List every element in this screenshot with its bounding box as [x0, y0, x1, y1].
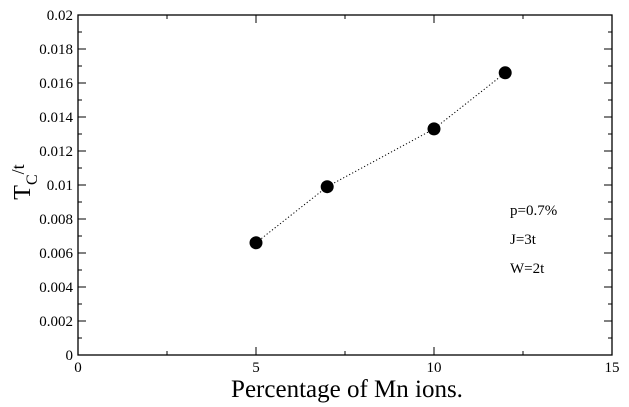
annotation-text: J=3t: [510, 232, 537, 248]
y-tick-label: 0.02: [47, 8, 73, 24]
y-axis-label: TC/t: [8, 164, 41, 199]
data-series: [249, 66, 512, 250]
y-tick-label: 0.004: [39, 280, 73, 296]
y-tick-label: 0: [66, 348, 74, 364]
series-line: [255, 72, 506, 244]
annotations: p=0.7% J=3t W=2t: [510, 203, 557, 277]
y-tick-label: 0.002: [39, 314, 73, 330]
x-tick-label: 15: [605, 360, 620, 376]
y-tick-label: 0.006: [39, 246, 73, 262]
y-tick-label: 0.01: [47, 178, 73, 194]
y-tick-label: 0.008: [39, 212, 73, 228]
svg-text:TC/t: TC/t: [8, 164, 41, 199]
y-tick-label: 0.016: [39, 76, 73, 92]
y-axis-label-rest: /t: [8, 164, 28, 174]
x-tick-label: 0: [74, 360, 82, 376]
y-tick-label: 0.018: [39, 42, 73, 58]
y-tick-label: 0.012: [39, 144, 73, 160]
x-tick-label: 10: [427, 360, 442, 376]
data-point: [427, 122, 441, 136]
y-axis-label-main: T: [10, 185, 36, 200]
annotation-text: p=0.7%: [510, 203, 557, 219]
axis-ticks: 0 5 10 15 0 0.002 0.004 0.006 0.008 0.01 0.012 0.01…: [39, 8, 619, 376]
x-tick-label: 5: [252, 360, 260, 376]
annotation-text: W=2t: [510, 261, 545, 277]
plot-frame: [77, 14, 613, 356]
data-point: [249, 236, 263, 250]
y-axis-label-sub: C: [24, 174, 41, 185]
x-axis-label: Percentage of Mn ions.: [231, 376, 463, 403]
data-point: [320, 180, 334, 194]
y-tick-label: 0.014: [39, 110, 73, 126]
data-point: [498, 66, 512, 80]
